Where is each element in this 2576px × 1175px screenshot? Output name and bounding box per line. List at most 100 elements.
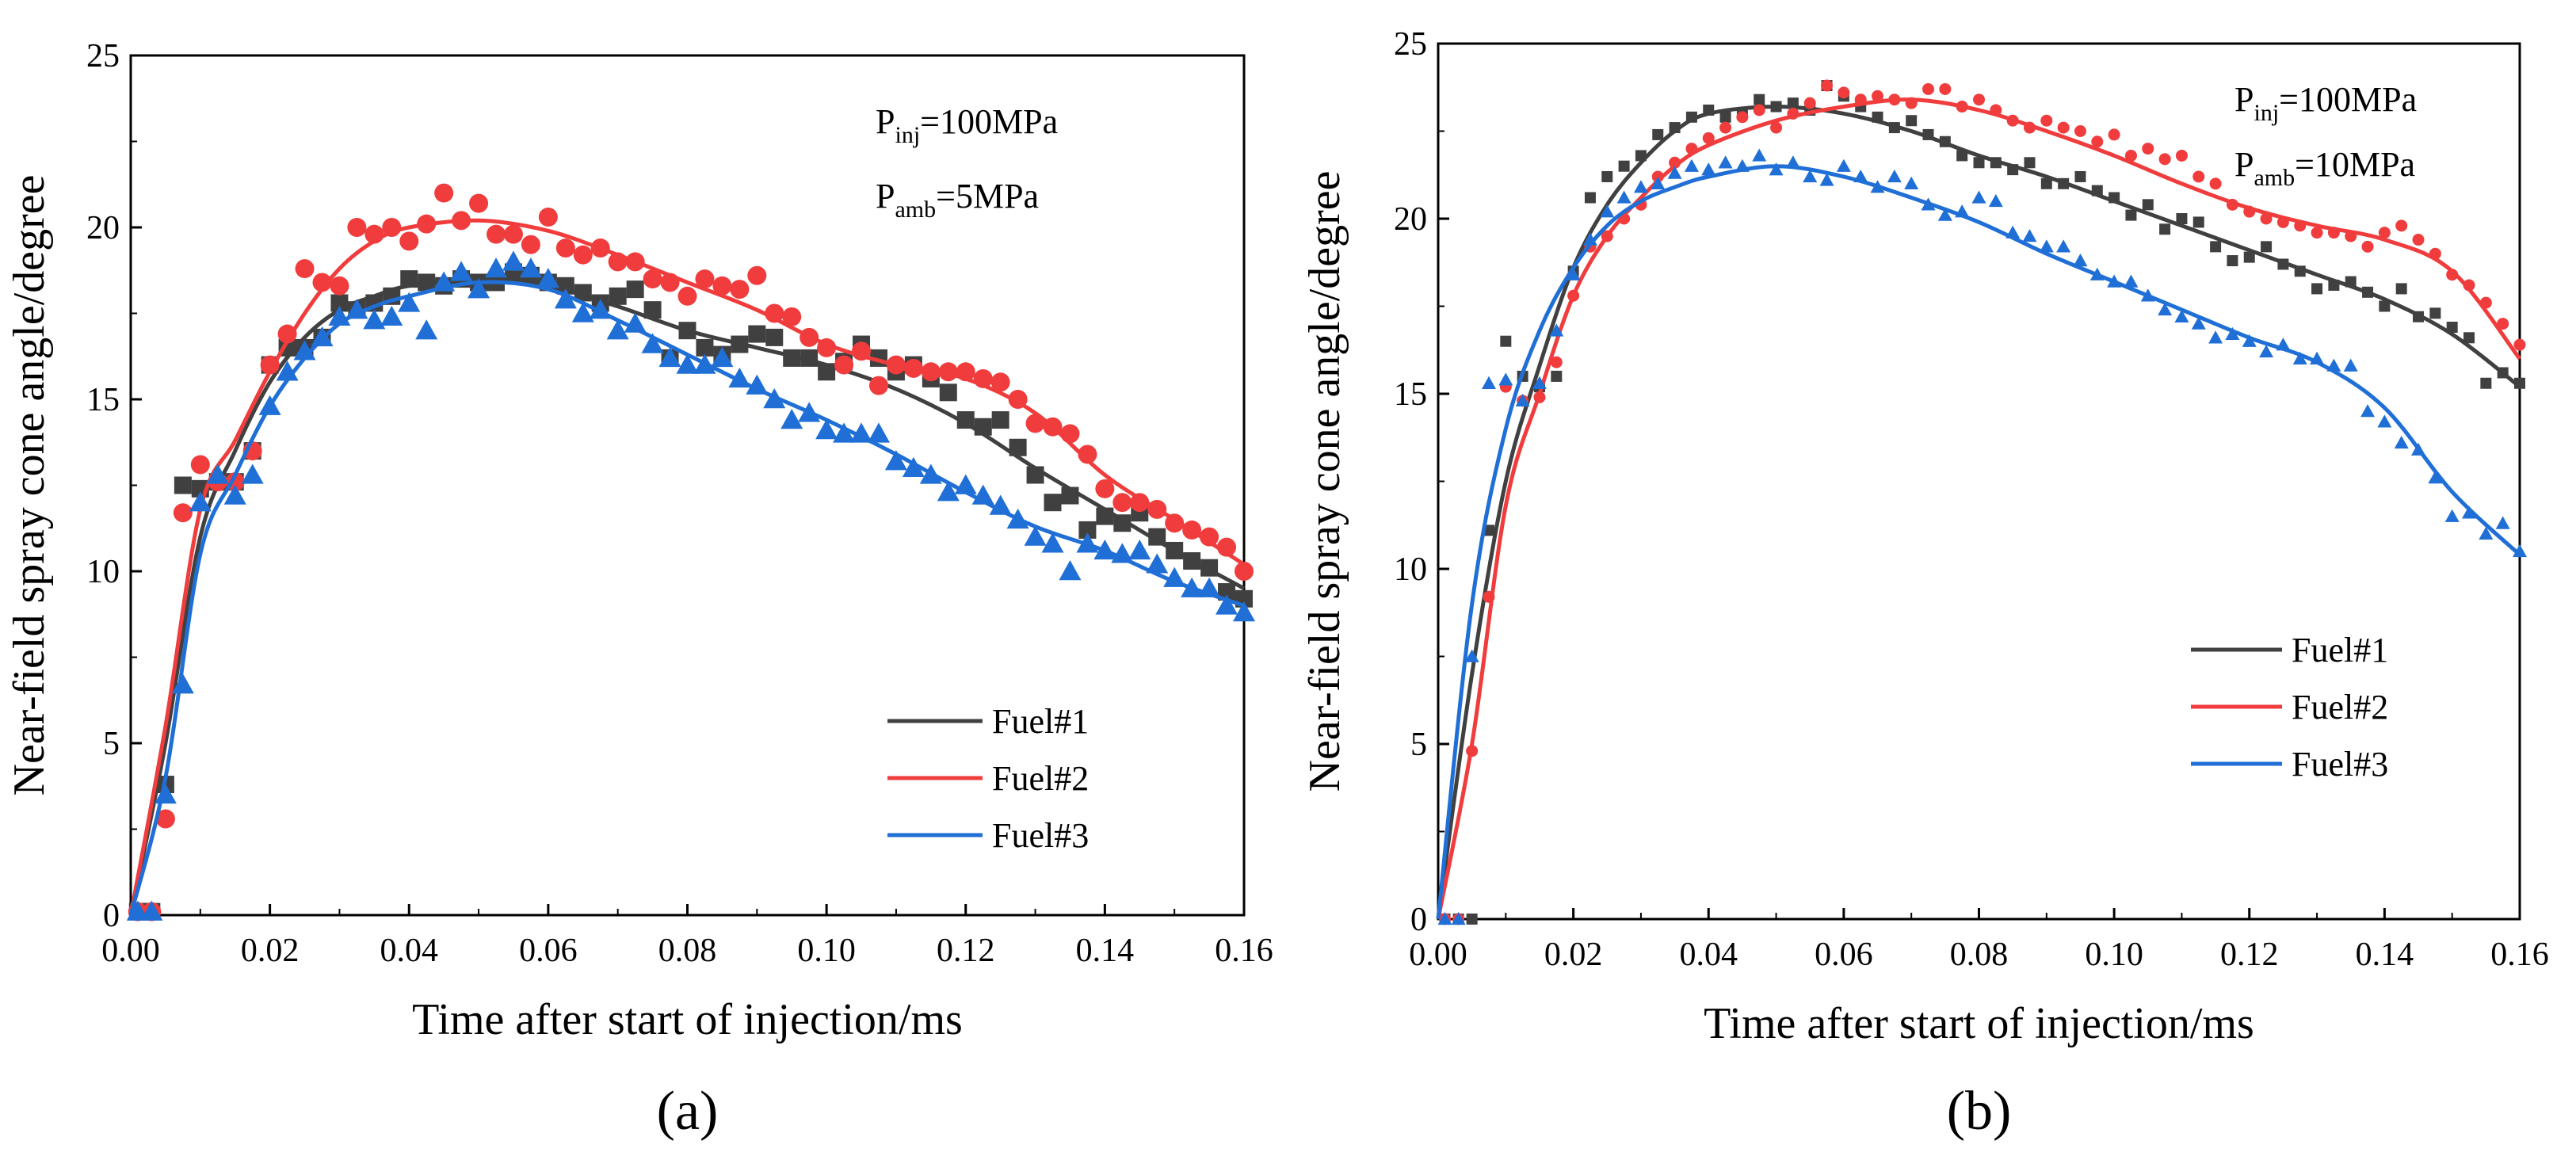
data-point [1887, 169, 1902, 183]
data-point [1163, 567, 1186, 587]
data-point [1008, 390, 1028, 409]
data-point [1166, 541, 1184, 559]
data-point [834, 355, 854, 375]
data-point [833, 422, 856, 443]
data-point [2327, 227, 2340, 239]
data-point [1752, 148, 1767, 162]
y-axis-label: Near-field spray cone angle/degree [1300, 171, 1349, 792]
data-point [939, 383, 957, 402]
data-point [2311, 283, 2323, 295]
data-point [748, 325, 766, 343]
data-point [643, 301, 662, 319]
data-point [1483, 590, 1495, 603]
data-point [1803, 97, 1816, 109]
data-point [800, 349, 819, 367]
x-tick-label: 0.06 [519, 933, 578, 969]
legend-label: Fuel#2 [2292, 688, 2388, 727]
data-point [2514, 377, 2525, 389]
data-point [380, 305, 403, 326]
data-point [2158, 302, 2173, 316]
data-point [293, 340, 316, 361]
data-point [2495, 516, 2510, 529]
data-point [2294, 265, 2306, 277]
data-point [2024, 157, 2036, 169]
data-point [2125, 209, 2137, 221]
data-point [2411, 442, 2426, 456]
data-point [956, 411, 975, 429]
data-point [573, 245, 593, 265]
data-point [1685, 143, 1698, 155]
x-tick-label: 0.08 [1950, 937, 2009, 973]
data-point [1515, 393, 1530, 407]
x-tick-label: 0.16 [1215, 933, 1273, 969]
data-point [730, 280, 750, 299]
y-tick-label: 15 [86, 382, 120, 418]
data-point [1616, 190, 1631, 204]
data-point [2428, 471, 2443, 484]
data-point [641, 333, 664, 353]
data-point [884, 450, 907, 471]
data-point [382, 218, 402, 237]
data-point [1669, 156, 1681, 169]
data-point [2192, 170, 2205, 183]
data-point [711, 346, 734, 368]
data-point [536, 268, 559, 288]
data-point [1451, 912, 1466, 925]
data-point [485, 258, 508, 278]
data-point [2328, 279, 2340, 291]
data-point [2089, 267, 2105, 280]
data-point [2210, 241, 2222, 253]
data-point [1770, 101, 1782, 113]
data-point [1651, 176, 1666, 189]
data-point [867, 422, 890, 443]
data-point [2394, 435, 2409, 449]
data-point [589, 299, 612, 319]
data-point [1200, 559, 1219, 577]
data-point [1838, 86, 1850, 99]
data-point [1904, 176, 1919, 189]
data-point [434, 183, 454, 203]
data-point [677, 286, 697, 306]
x-tick-label: 0.08 [658, 933, 717, 969]
data-point [2243, 205, 2256, 218]
data-point [765, 303, 784, 323]
data-point [625, 252, 645, 272]
data-point [2444, 509, 2460, 522]
series-Fuel3 [126, 250, 1255, 921]
x-tick-label: 0.12 [2220, 937, 2279, 973]
data-point [554, 288, 577, 309]
data-point [155, 809, 175, 829]
data-point [678, 322, 696, 340]
data-point [1939, 135, 1951, 147]
data-point [1059, 560, 1082, 581]
data-point [1466, 914, 1478, 925]
y-tick-label: 0 [103, 898, 120, 934]
data-point [903, 358, 923, 378]
data-point [260, 355, 280, 375]
data-point [1973, 93, 1985, 106]
x-tick-label: 0.14 [1076, 933, 1135, 969]
data-point [1078, 444, 1097, 464]
data-point [728, 367, 751, 388]
data-point [1753, 104, 1765, 116]
data-point [2260, 212, 2273, 225]
data-point [2142, 199, 2154, 211]
data-point [1498, 372, 1513, 386]
data-point [2513, 338, 2526, 351]
data-point [2292, 351, 2307, 364]
data-point [1566, 267, 1581, 280]
data-point [1601, 230, 1613, 242]
data-point [1113, 514, 1132, 532]
data-point [1872, 111, 1883, 123]
data-point [606, 319, 629, 340]
x-tick-label: 0.14 [2356, 937, 2414, 973]
data-point [2058, 177, 2070, 189]
data-point [2142, 143, 2154, 155]
x-tick-label: 0.16 [2490, 937, 2549, 973]
data-point [2109, 192, 2120, 204]
data-point [174, 476, 192, 494]
data-point [1939, 82, 1952, 95]
data-point [2360, 404, 2376, 418]
data-point [1006, 508, 1029, 529]
data-point [295, 259, 315, 279]
